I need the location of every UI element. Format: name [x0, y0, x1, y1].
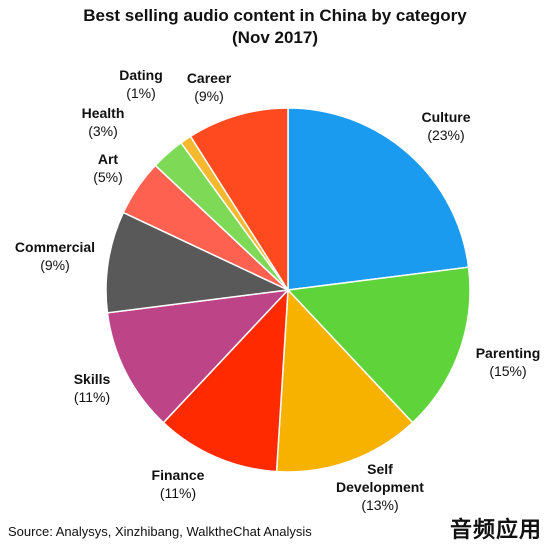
- slice-label-career: Career (9%): [187, 70, 232, 104]
- slice-label-skills: Skills (11%): [74, 371, 111, 405]
- slice-label-parenting: Parenting (15%): [476, 345, 541, 379]
- pie-slice-self-development: [275, 288, 414, 473]
- chart-title: Best selling audio content in China by c…: [83, 6, 467, 25]
- slice-label-dating: Dating (1%): [119, 67, 163, 101]
- slice-label-self-development: Self Development (13%): [336, 461, 424, 513]
- pie-slice-skills: [106, 288, 290, 424]
- source-note: Source: Analysys, Xinzhibang, WalktheCha…: [8, 524, 312, 539]
- chart-subtitle: (Nov 2017): [232, 28, 318, 47]
- pie-slice-commercial: [105, 211, 291, 314]
- pie-slice-culture: [287, 107, 470, 291]
- slice-label-commercial: Commercial (9%): [15, 239, 95, 273]
- slice-label-art: Art (5%): [93, 151, 123, 185]
- slice-label-finance: Finance (11%): [152, 467, 205, 501]
- pie-slice-finance: [162, 287, 289, 473]
- pie-slice-career: [189, 107, 289, 293]
- pie-slice-parenting: [286, 266, 471, 424]
- slice-label-health: Health (3%): [82, 105, 125, 139]
- watermark: 音频应用: [449, 518, 542, 543]
- slice-label-culture: Culture (23%): [422, 109, 471, 143]
